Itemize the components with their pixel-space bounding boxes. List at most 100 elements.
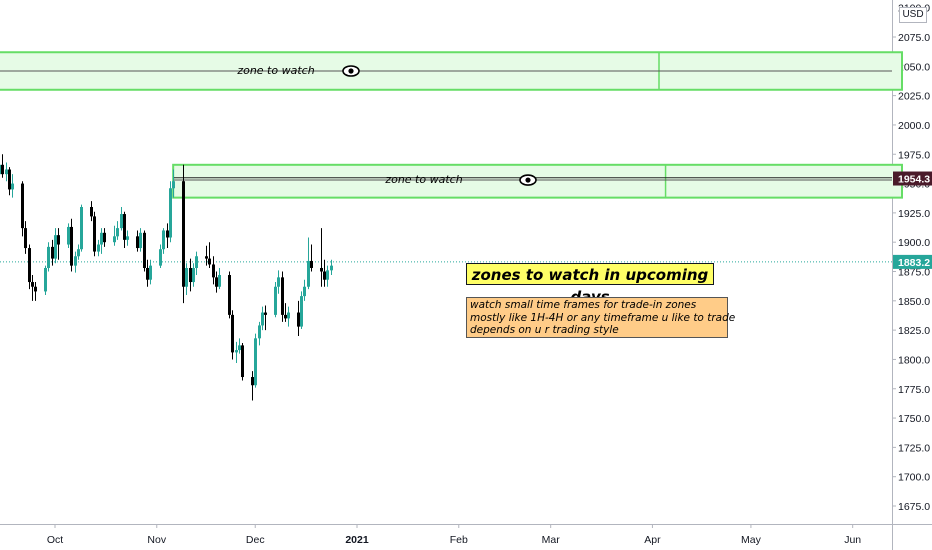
candle-body [67, 226, 70, 245]
candle-body [74, 256, 77, 266]
candle-body [90, 207, 93, 217]
candle-body [51, 246, 54, 259]
candle-body [287, 312, 290, 319]
candle-body [235, 350, 238, 353]
candle-body [189, 267, 192, 283]
candle-body [330, 265, 333, 271]
zone-label: zone to watch [384, 173, 462, 186]
candle-body [80, 207, 83, 250]
candle-body [284, 314, 287, 319]
last-price-badge-label: 1883.2 [898, 257, 930, 269]
candle-body [77, 249, 80, 257]
candle-body [195, 256, 198, 268]
time-tick-label: Mar [542, 534, 561, 546]
timeframe-note-line-1: watch small time frames for trade-in zon… [470, 299, 697, 311]
candle-body [208, 258, 211, 265]
candle-body [93, 216, 96, 252]
timeframe-note-line-2: mostly like 1H-4H or any timeframe u lik… [470, 311, 736, 324]
candle-body [159, 249, 162, 266]
timeframe-note: watch small time frames for trade-in zon… [466, 297, 736, 338]
candle-body [326, 270, 329, 280]
candle-body [185, 267, 188, 287]
candle-body [323, 271, 326, 280]
candle-body [251, 377, 254, 386]
price-tick-label: 1750.0 [898, 413, 930, 425]
candle-body [297, 312, 300, 327]
eye-pupil-icon [348, 68, 354, 74]
timeframe-note-line-3: depends on u r trading style [470, 324, 619, 336]
candle-body [228, 275, 231, 315]
time-tick-label: Dec [246, 534, 265, 546]
candle-body [116, 228, 119, 237]
candle-body [136, 236, 139, 249]
candle-body [0, 164, 1, 175]
candle-body [277, 277, 280, 287]
candle-body [264, 312, 267, 315]
candle-body [182, 181, 185, 287]
price-tick-label: 2075.0 [898, 32, 930, 44]
time-tick-label: Apr [644, 534, 661, 546]
candle-body [231, 314, 234, 353]
price-tick-label: 1800.0 [898, 354, 930, 366]
candle-body [44, 267, 47, 292]
candle-body [310, 260, 313, 268]
candle-body [172, 181, 175, 189]
price-tick-label: 1675.0 [898, 501, 930, 513]
price-tick-label: 2025.0 [898, 91, 930, 103]
zone-price-badge [893, 171, 932, 186]
price-tick-label: 1775.0 [898, 384, 930, 396]
price-tick-label: 1875.0 [898, 267, 930, 279]
candle-body [126, 236, 129, 240]
candle-body [5, 169, 8, 175]
candle-body [123, 214, 126, 240]
candle-body [54, 235, 57, 259]
candle-body [166, 230, 169, 238]
candle-body [241, 345, 244, 378]
candle-body [320, 267, 323, 272]
currency-badge[interactable]: USD [899, 7, 927, 23]
time-tick-label: Feb [450, 534, 468, 546]
candle-body [149, 265, 152, 280]
last-price-badge [893, 254, 932, 269]
candle-body [100, 232, 103, 245]
price-tick-label: 1850.0 [898, 296, 930, 308]
zone-price-badge-label: 1954.3 [898, 174, 930, 186]
price-tick-label: 1700.0 [898, 472, 930, 484]
price-tick-label: 2050.0 [898, 61, 930, 73]
time-tick-label: Oct [47, 534, 63, 546]
price-tick-label: 1925.0 [898, 208, 930, 220]
candle-body [281, 277, 284, 315]
candle-body [97, 244, 100, 252]
candle-body [113, 236, 116, 243]
upcoming-days-note: zones to watch in upcoming days [466, 263, 714, 306]
candle-body [24, 228, 27, 249]
candle-body [103, 232, 106, 243]
candle-body [205, 256, 208, 259]
price-tick-label: 1900.0 [898, 237, 930, 249]
candle-body [28, 248, 31, 283]
candle-body [120, 214, 123, 229]
candle-body [238, 345, 241, 351]
candle-body [1, 164, 4, 175]
candle-body [307, 260, 310, 287]
candle-body [254, 338, 257, 386]
candle-body [274, 286, 277, 315]
candle-body [34, 286, 37, 292]
candle-body [258, 325, 261, 339]
candle-body [169, 188, 172, 238]
zone-rectangle [172, 163, 904, 199]
price-tick-label: 1825.0 [898, 325, 930, 337]
price-tick-label: 1725.0 [898, 442, 930, 454]
candle-body [212, 264, 215, 278]
candle-body [218, 275, 221, 287]
candle-body [303, 286, 306, 297]
candle-body [57, 235, 60, 245]
candle-body [261, 312, 264, 326]
candle-body [139, 232, 142, 249]
price-tick-label: 2000.0 [898, 120, 930, 132]
candle-body [143, 232, 146, 268]
time-tick-label: Jun [844, 534, 861, 546]
time-tick-label: Nov [147, 534, 166, 546]
candle-body [47, 246, 50, 268]
